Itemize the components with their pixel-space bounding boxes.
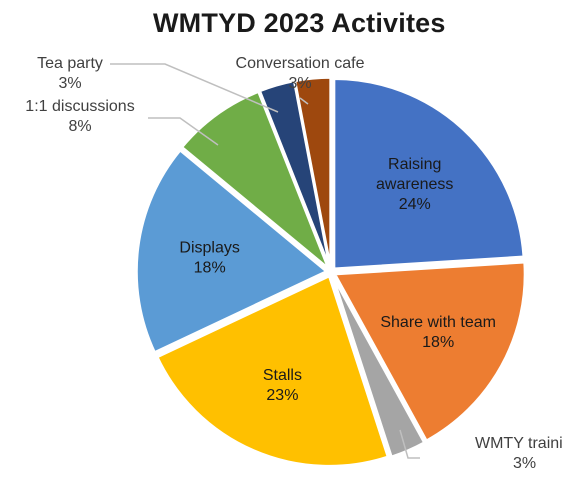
pie-slice-share-with-team <box>332 260 527 443</box>
data-label-conversation-cafe: Conversation cafe 3% <box>236 55 365 92</box>
pie-slice-conversation-cafe <box>293 76 332 268</box>
data-label-tea-party: Tea party 3% <box>37 55 103 92</box>
data-label-wmty-training: WMTY training3% <box>475 435 563 472</box>
data-label-1-1-discussions: 1:1 discussions 8% <box>25 98 134 135</box>
leader-line-tea-party <box>110 63 279 113</box>
pie-slice-displays <box>135 148 329 354</box>
data-label-raising-awareness: Raising awareness 24% <box>376 156 453 213</box>
data-label-stalls: Stalls 23% <box>263 367 302 404</box>
pie-slice-1-1-discussions <box>180 90 330 270</box>
chart-title-text: WMTYD 2023 Activites <box>153 8 446 38</box>
leader-line-wmty-training <box>399 429 420 459</box>
pie-slice-raising-awareness <box>332 77 526 271</box>
leader-line-1-1-discussions <box>148 117 219 146</box>
pie-slice-wmty-training <box>331 275 427 459</box>
pie-slice-stalls <box>155 274 390 468</box>
data-label-displays: Displays 18% <box>179 240 239 277</box>
data-label-share-with-team: Share with team 18% <box>380 314 496 351</box>
leader-line-conversation-cafe <box>299 97 309 105</box>
